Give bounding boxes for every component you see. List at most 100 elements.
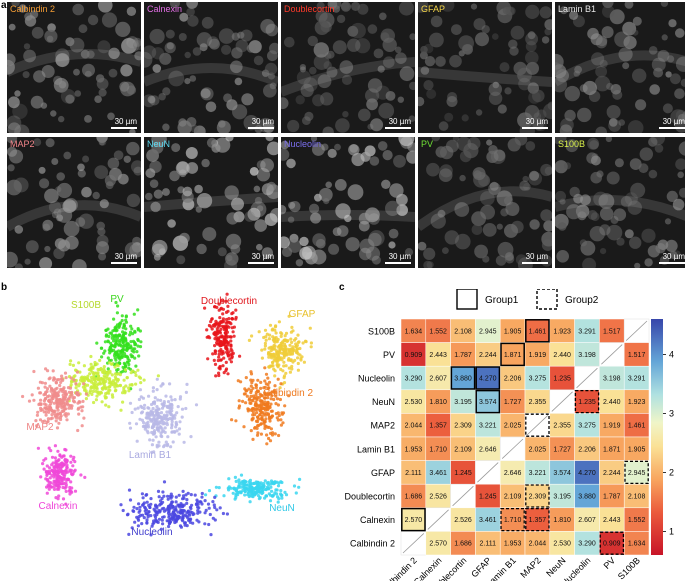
tsne-point (260, 490, 264, 494)
tsne-point (184, 390, 188, 394)
tsne-point (133, 329, 137, 333)
tsne-point (218, 367, 222, 371)
tsne-point (123, 362, 127, 366)
heatmap-cell-value: 3.291 (628, 376, 646, 383)
tsne-point (213, 362, 218, 366)
heatmap-cell-value: 3.195 (454, 399, 472, 406)
heatmap-cell-value: 1.953 (405, 446, 423, 453)
tsne-point (134, 422, 139, 426)
tsne-point (184, 406, 188, 411)
tsne-point (149, 497, 153, 501)
tsne-point (48, 476, 52, 480)
micrograph-texture (418, 137, 552, 268)
tsne-point (159, 502, 163, 506)
tsne-point (280, 480, 284, 485)
tsne-point (170, 426, 174, 430)
tsne-point (254, 386, 258, 390)
tsne-point (137, 354, 141, 358)
tsne-point (263, 479, 267, 483)
micrograph-label: PV (421, 139, 434, 149)
tsne-point (127, 362, 131, 367)
tsne-point (42, 467, 46, 471)
tsne-point (112, 348, 116, 352)
scale-bar (522, 262, 548, 264)
scale-bar (659, 262, 685, 264)
tsne-point (196, 509, 200, 513)
tsne-point (145, 411, 149, 415)
tsne-point (237, 478, 241, 482)
tsne-point (309, 345, 313, 349)
tsne-point (38, 418, 43, 422)
tsne-point (190, 511, 194, 515)
tsne-point (49, 449, 53, 453)
tsne-point (118, 340, 122, 344)
tsne-point (218, 320, 222, 324)
tsne-point (82, 364, 86, 368)
tsne-point (106, 356, 110, 360)
tsne-point (168, 410, 172, 414)
tsne-point (69, 376, 73, 380)
heatmap-cell-value: 1.871 (504, 352, 522, 359)
tsne-point (259, 404, 263, 408)
tsne-point (139, 381, 143, 385)
tsne-point (142, 378, 146, 382)
heatmap-cell-value: 2.206 (578, 446, 596, 453)
tsne-point (258, 487, 262, 491)
tsne-point (45, 387, 50, 391)
tsne-point (256, 431, 260, 435)
tsne-point (279, 418, 283, 422)
tsne-point (93, 385, 97, 389)
tsne-point (214, 374, 218, 378)
tsne-point (224, 333, 228, 337)
tsne-point (54, 461, 58, 465)
tsne-point (232, 325, 236, 329)
tsne-point (266, 396, 270, 400)
scale-bar (248, 127, 274, 129)
heatmap-cell-value: 2.945 (628, 470, 646, 477)
heatmap-column-label: S100B (616, 555, 642, 581)
tsne-point (30, 393, 34, 397)
tsne-point (135, 507, 139, 511)
tsne-point (59, 380, 63, 384)
tsne-point (61, 454, 65, 458)
tsne-point (256, 378, 260, 382)
tsne-point (251, 437, 255, 441)
tsne-point (272, 397, 276, 402)
tsne-point (81, 385, 85, 389)
tsne-point (154, 519, 158, 523)
tsne-point (43, 385, 47, 389)
tsne-point (81, 399, 85, 403)
cluster-label: S100B (71, 300, 101, 311)
group2-legend-swatch (536, 289, 558, 310)
scale-bar (385, 262, 411, 264)
tsne-point (157, 495, 161, 499)
tsne-point (110, 336, 114, 340)
group2-highlight (500, 507, 525, 532)
tsne-point (145, 512, 149, 516)
tsne-point (69, 454, 73, 458)
tsne-point (68, 386, 72, 390)
diagonal-slash (526, 415, 549, 436)
tsne-point (99, 366, 103, 371)
tsne-point (160, 419, 164, 423)
tsne-point (118, 361, 122, 365)
tsne-point (269, 397, 273, 401)
tsne-point (291, 345, 295, 349)
tsne-point (150, 450, 154, 454)
tsne-point (277, 320, 281, 324)
tsne-point (50, 397, 54, 401)
tsne-point (68, 362, 72, 366)
tsne-point (50, 455, 55, 459)
tsne-point (148, 438, 152, 442)
tsne-point (278, 386, 282, 390)
micrograph-tile-doublecortin: Doublecortin 30 µm (281, 2, 415, 133)
heatmap-cell-value: 2.607 (578, 517, 596, 524)
scale-bar (111, 262, 137, 264)
tsne-point (106, 339, 110, 343)
tsne-point (180, 415, 184, 419)
tsne-point (214, 319, 218, 323)
tsne-point (21, 394, 25, 399)
tsne-point (45, 491, 49, 495)
tsne-point (183, 523, 187, 527)
tsne-point (169, 502, 173, 506)
